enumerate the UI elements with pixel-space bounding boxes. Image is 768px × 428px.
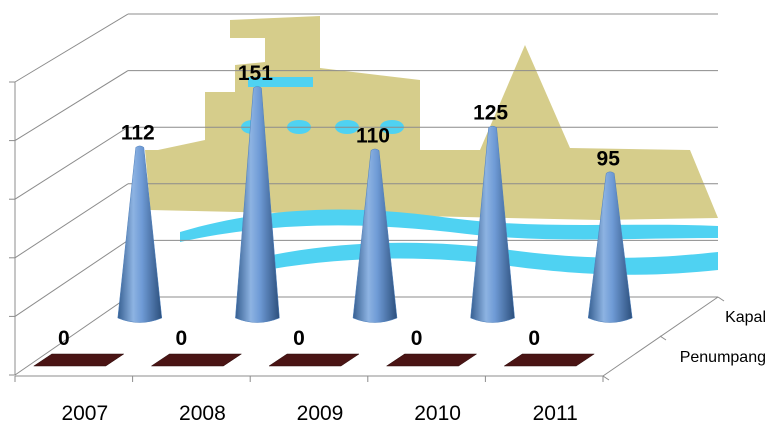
wave-1 bbox=[180, 209, 718, 242]
series-label-penumpang: Penumpang bbox=[680, 349, 766, 366]
kapal-cone-2007 bbox=[117, 145, 163, 323]
series-axis-labels: Kapal Penumpang bbox=[680, 309, 766, 366]
penumpang-value-label: 0 bbox=[293, 327, 305, 350]
ship-illustration bbox=[145, 16, 718, 275]
ship-window-bar bbox=[248, 77, 313, 87]
penumpang-value-label: 0 bbox=[58, 327, 70, 350]
penumpang-value-label: 0 bbox=[176, 327, 188, 350]
kapal-cone-2009 bbox=[352, 148, 398, 323]
depth-tick bbox=[602, 375, 610, 381]
side-gridline bbox=[14, 126, 129, 200]
x-axis-tick-labels: 2007 2008 2009 2010 2011 bbox=[61, 402, 577, 425]
depth-tick bbox=[717, 296, 725, 302]
kapal-series bbox=[117, 86, 633, 323]
side-gridline bbox=[14, 239, 129, 317]
side-gridline bbox=[14, 183, 129, 259]
penumpang-tile-2011 bbox=[503, 353, 596, 367]
penumpang-tile-2007 bbox=[32, 353, 125, 367]
series-label-kapal: Kapal bbox=[725, 309, 766, 326]
penumpang-tile-2009 bbox=[268, 353, 360, 367]
x-tick-label-2007: 2007 bbox=[61, 402, 108, 425]
penumpang-series bbox=[32, 353, 596, 367]
side-gridline bbox=[14, 70, 129, 142]
penumpang-tile-2008 bbox=[150, 353, 243, 367]
kapal-value-label: 151 bbox=[238, 62, 273, 85]
x-tick-label-2010: 2010 bbox=[414, 402, 461, 425]
side-gridline bbox=[14, 296, 129, 376]
x-tick-label-2011: 2011 bbox=[533, 402, 578, 425]
penumpang-value-label: 0 bbox=[528, 327, 540, 350]
kapal-cone-2010 bbox=[470, 125, 515, 323]
depth-tick bbox=[659, 335, 667, 341]
penumpang-value-label: 0 bbox=[411, 327, 423, 350]
penumpang-tile-2010 bbox=[385, 353, 478, 367]
kapal-cone-2008 bbox=[235, 86, 280, 323]
kapal-value-label: 125 bbox=[473, 102, 508, 125]
kapal-value-label: 110 bbox=[356, 124, 390, 147]
x-tick-label-2008: 2008 bbox=[179, 402, 226, 425]
side-gridline bbox=[14, 13, 129, 83]
kapal-value-label: 112 bbox=[121, 121, 155, 144]
x-tick-label-2009: 2009 bbox=[297, 402, 344, 425]
ship-hull bbox=[145, 16, 718, 220]
data-labels: 112 151 110 125 95 0 0 0 0 0 bbox=[58, 62, 620, 350]
kapal-value-label: 95 bbox=[597, 147, 621, 170]
kapal-cone-2011 bbox=[587, 171, 633, 323]
